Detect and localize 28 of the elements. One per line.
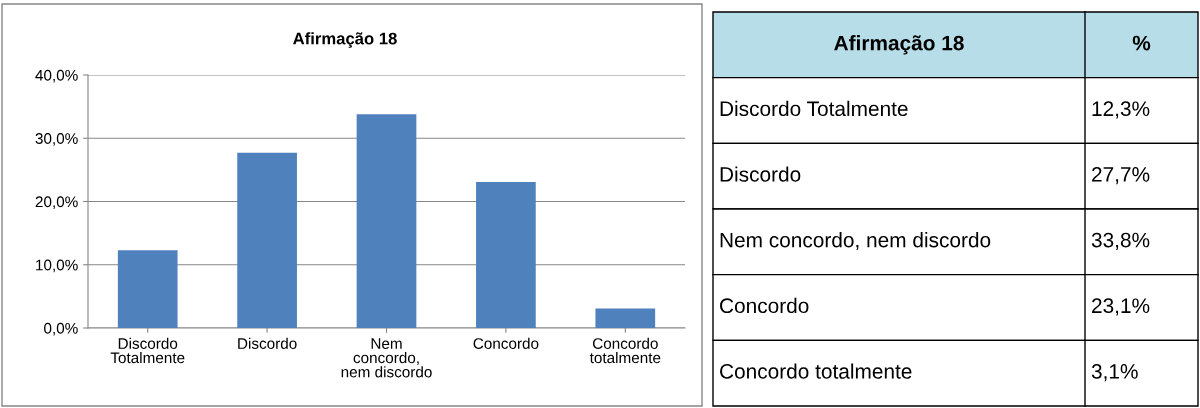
chart-title: Afirmação 18 [293,32,397,48]
bar [476,181,536,328]
y-tick-label: 0,0% [44,322,78,336]
x-tick-label: Discordo Totalmente [110,337,185,364]
text: Afirmação 18 [834,35,964,55]
bar [237,152,297,328]
bar [117,250,178,328]
x-tick-label: Concordo [473,337,539,349]
text: 12,3% [1092,101,1150,119]
text: Concordo [720,297,809,314]
text: Discordo [720,166,801,182]
text: 33,8% [1091,232,1150,250]
bar [356,114,417,328]
text: 27,7% [1092,167,1150,185]
bar [595,308,656,328]
text: % [1132,35,1151,51]
x-tick-label: Concordo totalmente [589,337,661,364]
y-tick-label: 40,0% [35,69,78,83]
text: Concordo totalmente [720,363,912,379]
text: Nem concordo, nem discordo [720,232,991,250]
y-tick-label: 10,0% [36,259,78,273]
x-tick-label: Discordo [238,337,297,349]
y-tick-label: 30,0% [35,133,78,146]
text: 3,1% [1091,364,1138,382]
text: Discordo Totalmente [720,100,908,117]
x-tick-label: Nem concordo, nem discordo [341,338,432,378]
text: 23,1% [1092,298,1150,316]
y-tick-label: 20,0% [35,196,78,209]
